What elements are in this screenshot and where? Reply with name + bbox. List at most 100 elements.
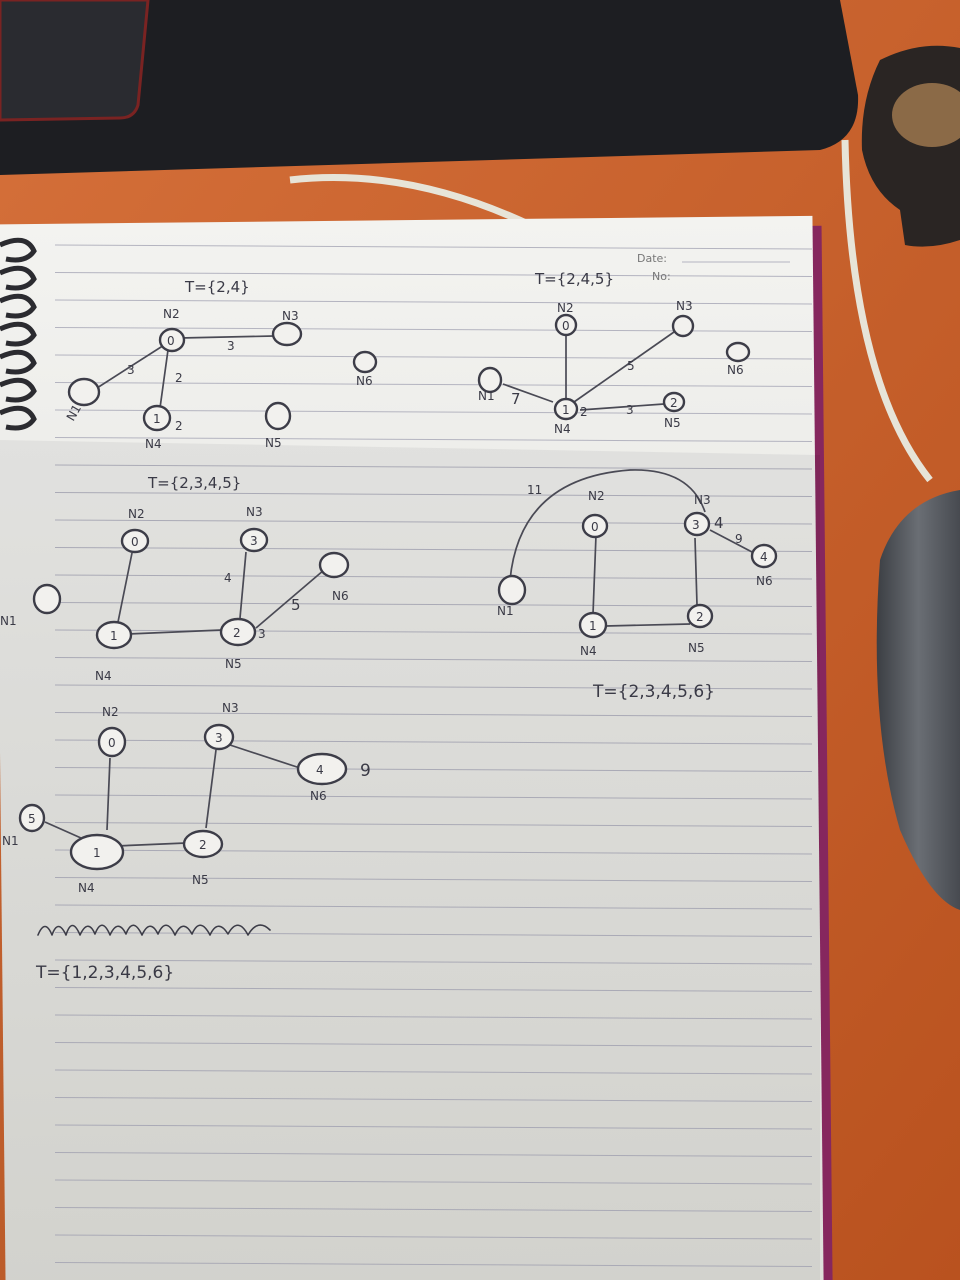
d5-label-n4: N4 bbox=[78, 881, 95, 895]
mouse bbox=[876, 490, 960, 910]
d5-value-n6: 4 bbox=[316, 763, 324, 777]
d3-weight-n5-n3: 4 bbox=[224, 571, 232, 585]
d2-value-n5: 2 bbox=[670, 396, 678, 410]
ruled-line bbox=[54, 1152, 813, 1157]
d3-node-n6 bbox=[318, 551, 350, 579]
d4-node-n3 bbox=[683, 511, 711, 537]
d5-node-n5 bbox=[182, 829, 224, 859]
ruled-line bbox=[54, 1069, 813, 1075]
ruled-line bbox=[54, 382, 813, 387]
d3-label-n2: N2 bbox=[128, 507, 145, 521]
d3-node-n4 bbox=[95, 620, 133, 650]
d5-annotation: 9 bbox=[360, 761, 371, 781]
d4-node-n1 bbox=[497, 574, 527, 606]
d5-value-n2: 0 bbox=[108, 736, 116, 750]
d3-label-n4: N4 bbox=[95, 669, 112, 683]
d4-value-n3: 3 bbox=[692, 518, 700, 532]
d4-node-n5 bbox=[686, 603, 714, 629]
d5-value-n5: 2 bbox=[199, 838, 207, 852]
notebook-page bbox=[0, 215, 824, 1280]
ruled-line bbox=[54, 1207, 813, 1212]
ruled-line bbox=[54, 684, 813, 690]
spiral-ring bbox=[0, 377, 37, 403]
ruled-line bbox=[54, 629, 813, 635]
d5-value-n4: 1 bbox=[93, 846, 101, 860]
d4-value-n6: 4 bbox=[760, 550, 768, 564]
d2-node-n6 bbox=[725, 341, 751, 363]
ruled-line bbox=[54, 1097, 813, 1102]
d5-label-n3: N3 bbox=[222, 701, 239, 715]
ruled-line bbox=[54, 547, 813, 552]
d2-weight-n4-n1: 7 bbox=[511, 390, 521, 408]
ruled-line bbox=[54, 739, 813, 745]
laptop bbox=[0, 0, 859, 175]
d2-node-n3 bbox=[671, 314, 695, 338]
d4-label-n2: N2 bbox=[588, 489, 605, 503]
ruled-line bbox=[54, 574, 813, 580]
d3-weight-n5-n6: 5 bbox=[291, 596, 301, 614]
d1-label-n2: N2 bbox=[163, 307, 180, 321]
d1-node-n2 bbox=[158, 327, 186, 353]
d5-label-n6: N6 bbox=[310, 789, 327, 803]
ruled-line bbox=[54, 767, 813, 772]
ruled-line bbox=[54, 437, 813, 442]
d2-label-n1: N1 bbox=[478, 389, 495, 403]
ruled-line bbox=[54, 1014, 813, 1020]
spiral-ring bbox=[0, 237, 37, 263]
diagram-2: T={2,4,5} 7 5 3 0 1 2 2 N1 N2 N3 N4 N5 N… bbox=[477, 270, 751, 436]
d3-node-n1 bbox=[32, 583, 62, 615]
d3-label-n6: N6 bbox=[332, 589, 349, 603]
d2-node-n5 bbox=[662, 391, 686, 413]
d4-value-n2: 0 bbox=[591, 520, 599, 534]
d1-label-n6: N6 bbox=[356, 374, 373, 388]
d3-annotation: 3 bbox=[258, 627, 266, 641]
d4-value-n4: 1 bbox=[589, 619, 597, 633]
ruled-line bbox=[54, 354, 813, 360]
d5-value-n1: 5 bbox=[28, 812, 36, 826]
d2-label-n6: N6 bbox=[727, 363, 744, 377]
ruled-line bbox=[54, 822, 813, 827]
d3-node-n2 bbox=[120, 528, 150, 554]
spiral-ring bbox=[0, 293, 37, 319]
diagram-3-title: T={2,3,4,5} bbox=[147, 474, 241, 492]
d2-value-n2: 0 bbox=[562, 319, 570, 333]
d1-weight-n2-n4: 2 bbox=[175, 371, 183, 385]
d3-value-n5: 2 bbox=[233, 626, 241, 640]
d2-weight-n4-n5: 3 bbox=[626, 403, 634, 417]
d2-label-n4: N4 bbox=[554, 422, 571, 436]
d1-label-n4: N4 bbox=[145, 437, 162, 451]
d4-annotation: 4 bbox=[714, 514, 724, 532]
ruled-line bbox=[54, 987, 813, 992]
diagram-3: T={2,3,4,5} 4 5 0 3 1 2 3 N1 N2 N3 N4 N5… bbox=[0, 474, 350, 683]
ruled-line bbox=[54, 409, 813, 415]
ruled-line bbox=[54, 602, 813, 607]
laptop-touchpad bbox=[0, 0, 150, 122]
d1-value-n4: 1 bbox=[153, 412, 161, 426]
d5-node-n4 bbox=[69, 833, 125, 871]
d1-weight-n2-n3: 3 bbox=[227, 339, 235, 353]
d5-node-n1 bbox=[18, 803, 46, 833]
d5-value-n3: 3 bbox=[215, 731, 223, 745]
d3-value-n3: 3 bbox=[250, 534, 258, 548]
ruled-line bbox=[54, 1179, 813, 1185]
d2-node-n1 bbox=[477, 366, 503, 394]
diagram-4: 11 9 0 3 1 2 4 4 N1 N2 N3 N4 N5 N6 T={2,… bbox=[497, 469, 778, 702]
d5-label-n1: N1 bbox=[2, 834, 19, 848]
ruled-line bbox=[54, 492, 813, 497]
ruled-line bbox=[54, 299, 813, 305]
tape-roll-inner bbox=[892, 83, 960, 147]
d1-weight-n2-n1: 3 bbox=[127, 363, 135, 377]
ruled-line bbox=[54, 272, 813, 277]
d1-node-n6 bbox=[352, 350, 378, 374]
d4-weight-n3-n1: 11 bbox=[527, 483, 542, 497]
d4-label-n5: N5 bbox=[688, 641, 705, 655]
d2-label-n3: N3 bbox=[676, 299, 693, 313]
d2-weight-n4-n3: 5 bbox=[627, 359, 635, 373]
date-label: Date: bbox=[637, 252, 667, 265]
d3-node-n5 bbox=[219, 617, 257, 647]
ruled-line bbox=[54, 849, 813, 855]
d1-node-n3 bbox=[271, 321, 303, 347]
d1-node-n5 bbox=[264, 401, 292, 431]
d3-value-n2: 0 bbox=[131, 535, 139, 549]
ruled-line bbox=[54, 794, 813, 800]
